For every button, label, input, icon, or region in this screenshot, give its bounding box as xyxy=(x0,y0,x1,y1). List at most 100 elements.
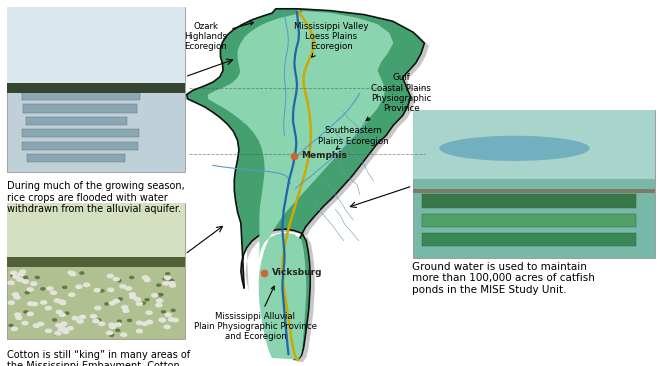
Circle shape xyxy=(63,286,67,288)
Circle shape xyxy=(9,324,13,326)
Text: Gulf
Coastal Plains
Physiographic
Province: Gulf Coastal Plains Physiographic Provin… xyxy=(366,73,432,120)
Circle shape xyxy=(28,302,34,305)
Text: Cotton is still “king” in many areas of
the Mississippi Embayment. Cotton
requir: Cotton is still “king” in many areas of … xyxy=(7,350,189,366)
Circle shape xyxy=(118,298,122,300)
Circle shape xyxy=(55,333,59,335)
FancyBboxPatch shape xyxy=(7,7,185,172)
Circle shape xyxy=(110,325,115,328)
Circle shape xyxy=(11,271,16,274)
Text: Ozark
Highlands
Ecoregion: Ozark Highlands Ecoregion xyxy=(184,22,253,52)
Circle shape xyxy=(162,311,166,313)
Circle shape xyxy=(65,312,69,314)
Circle shape xyxy=(159,318,165,321)
Circle shape xyxy=(80,272,84,274)
Text: Ground water is used to maintain
more than 100,000 acres of catfish
ponds in the: Ground water is used to maintain more th… xyxy=(412,262,595,295)
Circle shape xyxy=(61,322,67,325)
Circle shape xyxy=(84,283,90,287)
Circle shape xyxy=(70,272,76,276)
Circle shape xyxy=(72,317,79,320)
Circle shape xyxy=(68,271,74,274)
Circle shape xyxy=(170,284,176,287)
FancyBboxPatch shape xyxy=(412,110,655,258)
Circle shape xyxy=(97,319,101,321)
Circle shape xyxy=(163,281,169,285)
Circle shape xyxy=(144,278,150,281)
Circle shape xyxy=(156,303,162,307)
Circle shape xyxy=(159,318,166,322)
Circle shape xyxy=(157,284,161,286)
Circle shape xyxy=(50,291,57,295)
Circle shape xyxy=(54,299,60,302)
FancyBboxPatch shape xyxy=(7,203,185,260)
Text: During much of the growing season,
rice crops are flooded with water
withdrawn f: During much of the growing season, rice … xyxy=(7,181,184,214)
Polygon shape xyxy=(187,9,424,359)
FancyBboxPatch shape xyxy=(22,142,138,150)
Circle shape xyxy=(25,292,29,294)
FancyBboxPatch shape xyxy=(22,105,137,113)
Circle shape xyxy=(121,333,127,336)
Circle shape xyxy=(16,316,22,320)
FancyBboxPatch shape xyxy=(7,203,185,339)
FancyBboxPatch shape xyxy=(422,233,636,246)
FancyBboxPatch shape xyxy=(26,154,125,162)
Circle shape xyxy=(110,334,114,336)
Circle shape xyxy=(27,288,33,291)
Circle shape xyxy=(127,319,131,321)
Circle shape xyxy=(55,324,62,327)
Circle shape xyxy=(38,322,44,326)
Circle shape xyxy=(123,309,129,313)
Circle shape xyxy=(114,299,119,303)
Circle shape xyxy=(106,331,112,335)
Circle shape xyxy=(115,329,119,332)
Circle shape xyxy=(33,324,40,327)
Circle shape xyxy=(141,302,145,304)
Circle shape xyxy=(135,298,141,301)
Circle shape xyxy=(24,311,28,313)
Circle shape xyxy=(163,278,167,280)
Circle shape xyxy=(130,295,136,299)
Circle shape xyxy=(147,320,152,324)
Circle shape xyxy=(121,306,128,309)
FancyBboxPatch shape xyxy=(422,194,636,208)
Circle shape xyxy=(164,276,170,279)
Circle shape xyxy=(47,287,53,290)
Circle shape xyxy=(166,273,170,275)
Circle shape xyxy=(31,282,37,285)
Circle shape xyxy=(76,285,82,288)
Circle shape xyxy=(94,288,100,292)
Circle shape xyxy=(142,322,148,325)
Circle shape xyxy=(46,306,51,310)
FancyBboxPatch shape xyxy=(22,92,140,100)
Circle shape xyxy=(58,300,64,303)
FancyBboxPatch shape xyxy=(412,189,655,193)
Circle shape xyxy=(65,327,69,329)
Circle shape xyxy=(22,280,28,283)
Circle shape xyxy=(20,270,26,273)
Circle shape xyxy=(129,293,135,296)
Ellipse shape xyxy=(439,136,590,161)
Circle shape xyxy=(100,290,104,292)
Circle shape xyxy=(14,296,20,299)
Circle shape xyxy=(172,318,178,322)
FancyBboxPatch shape xyxy=(26,117,127,125)
Circle shape xyxy=(41,288,45,290)
FancyBboxPatch shape xyxy=(7,7,185,86)
Text: Southeastern
Plains Ecoregion: Southeastern Plains Ecoregion xyxy=(317,126,389,149)
Circle shape xyxy=(60,301,66,305)
Circle shape xyxy=(40,301,47,304)
Text: Vicksburg: Vicksburg xyxy=(272,268,323,277)
FancyBboxPatch shape xyxy=(422,214,636,227)
Circle shape xyxy=(171,309,175,311)
Circle shape xyxy=(13,293,18,296)
Circle shape xyxy=(152,294,158,297)
Circle shape xyxy=(53,319,57,321)
Circle shape xyxy=(63,330,69,333)
FancyBboxPatch shape xyxy=(412,110,655,179)
Circle shape xyxy=(93,320,99,323)
Polygon shape xyxy=(191,11,429,362)
Circle shape xyxy=(159,294,163,296)
Circle shape xyxy=(58,328,64,331)
Circle shape xyxy=(11,274,15,277)
Polygon shape xyxy=(208,11,393,359)
Circle shape xyxy=(22,321,28,325)
